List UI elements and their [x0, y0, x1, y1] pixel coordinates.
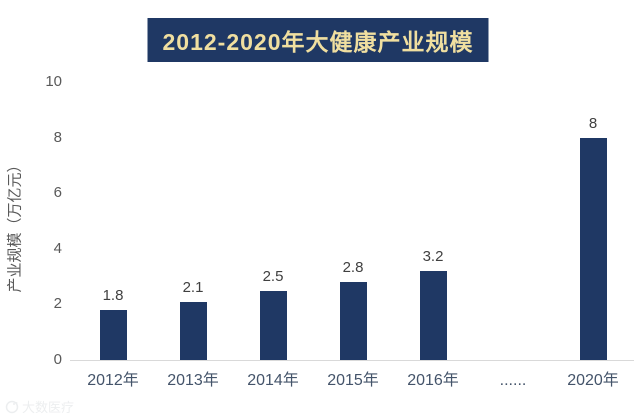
value-label: 1.8	[102, 286, 124, 304]
value-label: 8	[588, 114, 598, 132]
value-label: 2.5	[262, 267, 284, 285]
value-label: 2.8	[342, 259, 364, 277]
bar-2012年	[99, 309, 127, 360]
bar-2016年	[419, 271, 447, 360]
value-label: 2.1	[182, 278, 204, 296]
y-tick-label: 0	[53, 351, 62, 368]
chart-title: 2012-2020年大健康产业规模	[162, 29, 474, 55]
x-label: 2013年	[167, 372, 219, 389]
value-label: 3.2	[422, 248, 444, 266]
watermark: 大数医疗	[5, 397, 74, 416]
y-axis-title: 产业规模（万亿元）	[6, 157, 24, 293]
bar-2014年	[259, 290, 287, 360]
x-label: 2012年	[87, 372, 139, 389]
y-tick-label: 4	[53, 239, 62, 257]
bar-2013年	[179, 301, 207, 360]
bar-2015年	[339, 282, 367, 360]
watermark-text: 大数医疗	[22, 400, 75, 415]
y-tick-label: 2	[53, 295, 62, 313]
x-label: 2015年	[327, 372, 379, 389]
y-tick-label: 8	[53, 128, 62, 146]
x-label: 2014年	[247, 372, 299, 389]
x-label: ......	[499, 372, 527, 389]
x-axis-line	[70, 360, 634, 361]
chart-title-banner: 2012-2020年大健康产业规模	[147, 18, 489, 62]
y-tick-label: 6	[53, 184, 62, 202]
watermark-logo-icon	[5, 400, 19, 413]
y-tick-label: 10	[45, 73, 62, 90]
x-label: 2020年	[567, 372, 619, 389]
bar-2020年	[579, 137, 607, 360]
x-label: 2016年	[407, 372, 459, 389]
